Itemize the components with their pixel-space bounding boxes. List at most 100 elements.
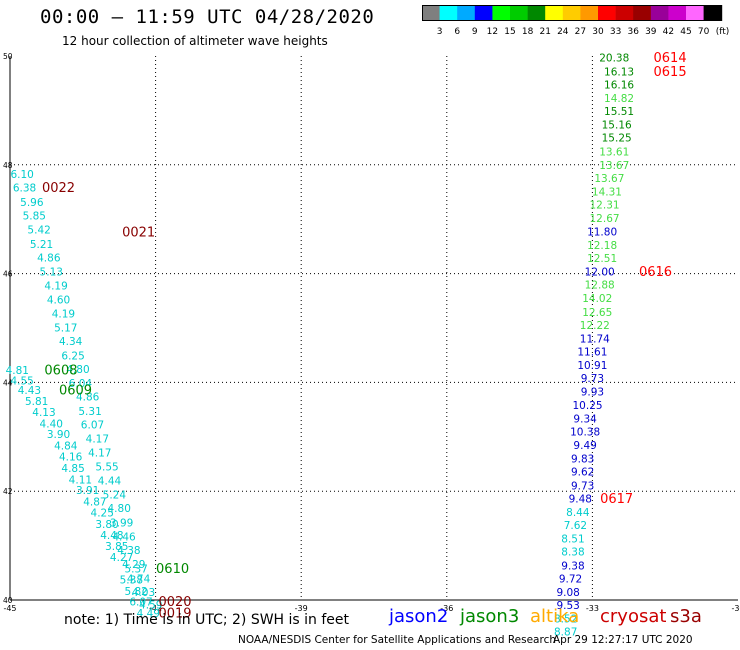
wave-height-label: 11.61 [577,346,607,358]
colorbar-swatch [668,5,687,20]
colorbar-unit: (ft) [716,27,730,37]
colorbar-label: 45 [680,27,691,37]
colorbar-label: 21 [539,27,550,37]
mission-s3a: s3a [670,606,702,627]
wave-height-label: 12.00 [585,267,615,279]
wave-height-label: 6.07 [81,419,104,431]
colorbar-swatch [527,5,546,20]
colorbar-swatch [615,5,634,20]
wave-height-label: 4.48 [100,530,123,542]
wave-height-label: 4.17 [86,434,109,446]
wave-height-label: 4.13 [32,407,55,419]
wave-height-label: 4.84 [54,441,78,453]
wave-height-label: 4.11 [69,474,92,486]
wave-height-label: 5.85 [23,210,46,222]
wave-height-label: 4.80 [66,364,89,376]
wave-height-label: 3.99 [110,517,133,529]
colorbar-label: 30 [592,27,604,37]
wave-height-label: 13.61 [599,146,629,158]
x-tick-label: -33 [586,604,599,613]
pass-time-label: 0020 [158,595,191,610]
x-tick-label: -36 [440,604,453,613]
wave-height-label: 4.55 [10,375,33,387]
footer-timestamp: Apr 29 12:27:17 UTC 2020 [553,634,693,646]
colorbar-label: 33 [610,27,621,37]
colorbar-swatch [686,5,704,20]
wave-height-label: 20.38 [599,53,629,65]
wave-height-label: 9.83 [571,454,594,466]
y-tick-label: 50 [3,52,13,61]
pass-time-label: 0022 [42,181,75,196]
colorbar-label: 3 [437,27,443,37]
wave-height-label: 9.34 [573,413,597,425]
wave-height-label: 4.43 [18,385,41,397]
wave-height-label: 12.22 [580,320,610,332]
wave-height-label: 11.80 [587,226,617,238]
wave-height-label: 9.73 [581,373,604,385]
pass-time-label: 0609 [59,384,92,399]
wave-height-label: 4.03 [132,587,155,599]
wave-height-label: 9.72 [559,573,582,585]
colorbar-legend: 3 6 9 12 15 18 21 24 27 30 33 36 39 42 45 70 (ft) [422,5,730,37]
colorbar-label: 27 [575,27,586,37]
colorbar-label: 12 [487,27,498,37]
wave-height-label: 5.17 [54,323,77,335]
y-tick-label: 44 [3,378,13,387]
colorbar-swatch [439,5,458,20]
wave-height-label: 14.31 [592,187,622,199]
wave-height-label: 4.49 [137,608,160,620]
wave-height-label: 5.42 [27,225,50,237]
wave-height-label: 15.51 [604,106,634,118]
colorbar-swatch [457,5,476,20]
colorbar-label: 24 [557,27,569,37]
wave-height-label: 6.38 [13,183,36,195]
wave-height-label: 5.24 [103,490,127,502]
colorbar-swatch [598,5,616,20]
mission-altika: altika [530,606,580,627]
colorbar-label: 42 [663,27,674,37]
page-title: 00:00 – 11:59 UTC 04/28/2020 [40,6,375,28]
mission-jason3: jason3 [460,606,520,627]
wave-height-label: 5.96 [20,197,44,209]
wave-height-label: 12.51 [587,253,617,265]
wave-height-label: 9.48 [569,493,592,505]
wave-height-label: 6.07 [129,597,152,609]
wave-height-label: 5.31 [78,406,101,418]
wave-height-label: 15.25 [602,133,632,145]
colorbar-swatch [562,5,581,20]
wave-height-label: 12.18 [587,240,617,252]
wave-height-label: 11.74 [580,333,610,345]
colorbar-label: 15 [504,27,515,37]
wave-height-label: 4.86 [37,252,61,264]
wave-height-label: 9.62 [571,467,594,479]
wave-height-label: 13.67 [599,160,629,172]
pass-time-label: 0615 [654,65,687,80]
wave-height-label: 16.16 [604,79,634,91]
wave-height-label: 12.88 [585,280,615,292]
colorbar-label: 18 [522,27,534,37]
wave-height-label: 8.38 [561,547,584,559]
wave-height-label: 4.19 [52,308,75,320]
colorbar-swatch [580,5,599,20]
colorbar-swatch [545,5,564,20]
wave-height-label: 12.65 [582,307,612,319]
wave-height-label: 4.16 [59,451,83,463]
pass-time-label: 0616 [639,265,672,280]
page-subtitle: 12 hour collection of altimeter wave hei… [62,34,328,48]
wave-height-label: 4.74 [127,573,151,585]
wave-height-label: 10.91 [577,360,607,372]
colorbar-label: 36 [627,27,639,37]
wave-height-label: 14.02 [582,293,612,305]
wave-height-label: 9.08 [556,587,579,599]
wave-height-label: 5.37 [124,564,147,576]
wave-height-label: 4.29 [122,559,145,571]
wave-height-label: 6.04 [69,378,93,390]
wave-height-label: 4.25 [91,508,114,520]
mission-cryosat: cryosat [600,606,667,627]
wave-height-label: 5.38 [120,574,143,586]
wave-height-label: 4.60 [47,294,70,306]
wave-height-label: 4.81 [6,365,29,377]
wave-height-label: 9.38 [561,560,584,572]
pass-time-label: 0617 [600,492,633,507]
pass-time-label: 0614 [654,51,687,66]
